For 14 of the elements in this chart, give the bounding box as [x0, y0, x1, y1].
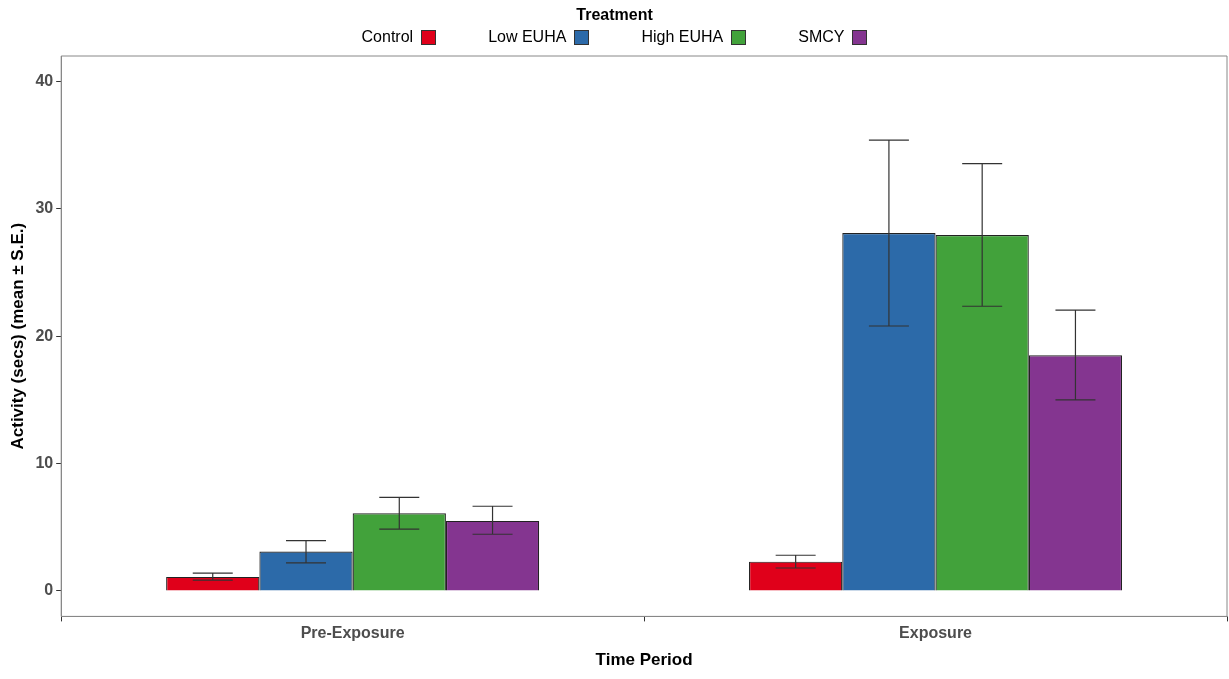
x-tick-label: Pre-Exposure [300, 624, 405, 642]
x-axis-title: Time Period [595, 650, 693, 670]
legend-label: Low EUHA [488, 28, 567, 46]
y-tick-label: 20 [35, 326, 54, 344]
legend-title: Treatment [575, 6, 654, 24]
y-axis-title: Activity (secs) (mean ± S.E.) [7, 222, 27, 450]
y-tick-label: 0 [44, 581, 54, 599]
legend-label: SMCY [798, 28, 845, 46]
y-tick-label: 40 [35, 71, 54, 89]
y-tick-label: 30 [35, 199, 54, 217]
legend-label: High EUHA [641, 28, 724, 46]
legend-label: Control [361, 28, 414, 46]
y-tick-label: 10 [35, 453, 54, 471]
x-tick-label: Exposure [899, 624, 973, 642]
